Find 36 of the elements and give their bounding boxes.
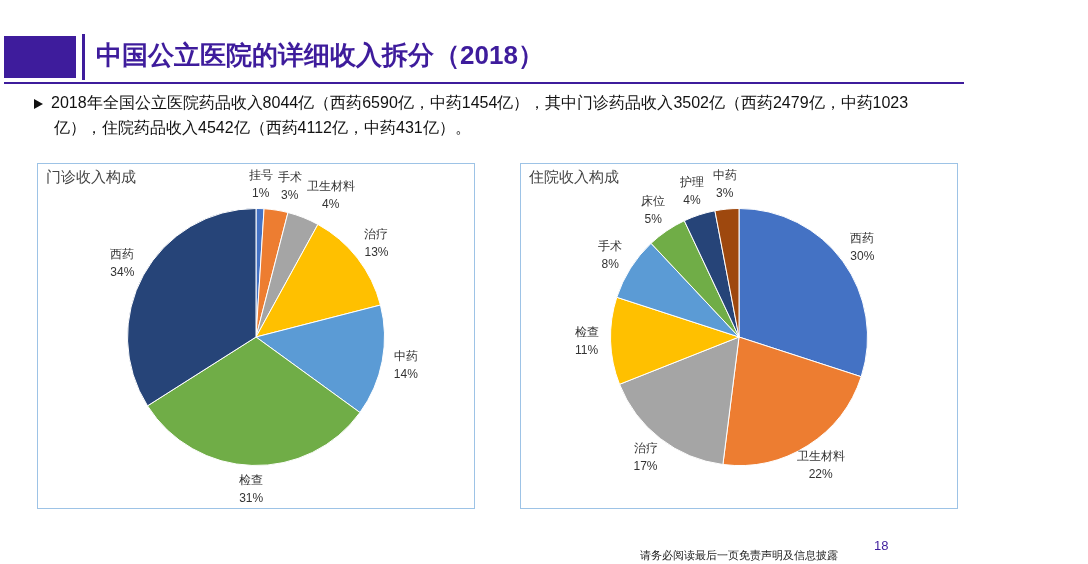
- data-label: 4%: [322, 196, 340, 211]
- chart-title: 门诊收入构成: [46, 168, 136, 187]
- slice-label: 护理: [678, 175, 704, 190]
- data-label: 5%: [644, 212, 663, 227]
- slice-label: 卫生材料: [796, 449, 845, 464]
- data-label: 31%: [239, 490, 264, 505]
- slice-label: 治疗: [633, 440, 658, 455]
- text: 中国公立医院的详细收入拆分（2018）: [96, 39, 544, 72]
- slice-label: 检查: [574, 325, 599, 340]
- chart-title: 住院收入构成: [529, 168, 619, 187]
- slice-label: 西药: [110, 246, 135, 261]
- data-label: 22%: [808, 467, 834, 482]
- data-label: 17%: [633, 458, 658, 473]
- slice-label: 检查: [239, 472, 264, 487]
- slice-label: 中药: [393, 348, 418, 363]
- slice-label: 手术: [277, 169, 302, 184]
- data-label: 30%: [850, 248, 875, 263]
- data-label: 11%: [575, 343, 599, 358]
- data-label: 34%: [110, 264, 135, 279]
- data-label: 14%: [393, 366, 419, 381]
- slice-label: 西药: [850, 230, 875, 245]
- slice-label: 床位: [641, 194, 666, 209]
- text: 请务必阅读最后一页免责声明及信息披露: [640, 548, 838, 563]
- text: 2018年全国公立医院药品收入8044亿（西药6590亿，中药1454亿），其中门诊药品收入3502亿（西药2479亿，中药1023亿），住院药品收入4542亿（西药4112亿，中药431亿）。: [51, 94, 909, 136]
- slice-label: 中药: [712, 168, 737, 183]
- data-label: 3%: [715, 186, 734, 201]
- slice-label: 挂号: [248, 167, 273, 182]
- text: 18: [874, 538, 889, 553]
- slice-label: 手术: [598, 238, 623, 253]
- slice-label: 治疗: [364, 226, 389, 241]
- data-label: 8%: [601, 256, 620, 271]
- data-label: 3%: [281, 187, 299, 202]
- data-label: 13%: [364, 244, 389, 259]
- data-label: 4%: [683, 193, 701, 208]
- data-label: 1%: [252, 185, 270, 200]
- slice-label: 卫生材料: [306, 178, 355, 193]
